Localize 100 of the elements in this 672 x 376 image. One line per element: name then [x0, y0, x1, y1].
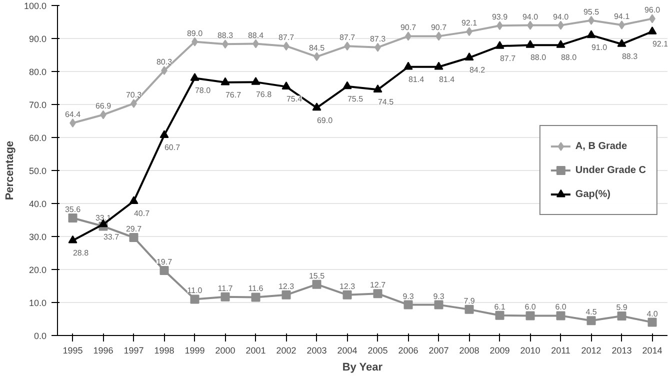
- point: [342, 81, 352, 90]
- x-tick-label: 2012: [581, 346, 602, 356]
- y-tick-label: 10.0: [28, 298, 47, 308]
- point: [434, 300, 444, 310]
- point: [586, 316, 596, 326]
- point: [129, 232, 138, 242]
- point: [129, 196, 138, 204]
- data-label: 88.3: [622, 52, 638, 62]
- data-label: 35.6: [64, 205, 82, 214]
- y-tick-label: 0.0: [34, 331, 47, 341]
- data-label: 11.7: [218, 284, 234, 293]
- data-label: 29.7: [126, 224, 142, 234]
- data-label: 6.0: [524, 302, 536, 312]
- point: [464, 52, 474, 60]
- data-label: 87.7: [500, 54, 516, 64]
- data-label: 4.0: [646, 309, 658, 318]
- data-label: 88.3: [217, 31, 234, 40]
- point: [434, 62, 444, 70]
- point: [556, 311, 566, 320]
- point: [373, 84, 382, 92]
- point: [220, 77, 230, 86]
- x-tick-label: 2005: [368, 346, 388, 356]
- data-label: 70.3: [126, 90, 142, 100]
- data-label: 94.0: [552, 12, 570, 22]
- data-label: 92.1: [461, 18, 478, 28]
- y-tick-label: 70.0: [28, 100, 47, 110]
- point: [373, 289, 382, 298]
- point: [251, 76, 260, 85]
- data-label: 84.5: [308, 44, 326, 53]
- data-label: 74.5: [378, 98, 394, 107]
- point: [160, 130, 169, 138]
- x-tick-label: 2007: [428, 346, 449, 356]
- legend-label: A, B Grade: [575, 140, 628, 152]
- x-tick-label: 2013: [612, 346, 632, 356]
- data-label: 12.3: [339, 282, 356, 291]
- data-label: 60.7: [164, 143, 181, 152]
- data-label: 88.0: [560, 53, 578, 62]
- data-label: 87.3: [370, 34, 386, 44]
- data-label: 9.3: [402, 292, 414, 301]
- data-label: 19.7: [156, 257, 173, 266]
- data-label: 40.7: [134, 209, 150, 218]
- y-tick-label: 50.0: [28, 166, 47, 176]
- legend-label: Gap(%): [575, 188, 610, 200]
- data-label: 94.0: [522, 12, 539, 22]
- data-label: 89.0: [186, 28, 204, 38]
- point: [648, 26, 657, 34]
- point: [68, 214, 78, 223]
- point: [282, 82, 291, 90]
- data-label: 66.9: [95, 102, 112, 111]
- x-tick-label: 2000: [215, 346, 236, 356]
- data-label: 9.3: [433, 292, 445, 301]
- x-tick-label: 2014: [642, 346, 662, 356]
- data-label: 80.3: [156, 58, 173, 67]
- point: [617, 312, 626, 321]
- data-label: 12.7: [370, 280, 386, 290]
- x-tick-label: 1998: [154, 346, 174, 356]
- x-tick-label: 2010: [520, 346, 540, 356]
- data-label: 28.8: [72, 248, 90, 258]
- point: [648, 318, 657, 327]
- data-label: 75.5: [347, 94, 364, 104]
- point: [220, 292, 230, 302]
- x-tick-label: 1999: [184, 346, 205, 356]
- data-label: 88.4: [248, 30, 264, 40]
- x-tick-label: 2003: [306, 346, 327, 356]
- point: [586, 30, 596, 38]
- point: [617, 38, 626, 47]
- data-label: 96.0: [644, 6, 661, 15]
- data-label: 75.4: [286, 94, 303, 104]
- point: [404, 300, 413, 310]
- data-label: 88.0: [530, 53, 547, 62]
- data-label: 33.7: [103, 232, 120, 242]
- data-label: 95.5: [583, 7, 600, 16]
- x-tick-label: 2008: [459, 346, 480, 356]
- data-label: 6.1: [494, 302, 506, 312]
- x-tick-label: 1997: [124, 346, 144, 356]
- y-tick-label: 100.0: [24, 1, 47, 11]
- point: [495, 310, 504, 320]
- data-label: 94.1: [614, 12, 630, 21]
- data-label: 84.2: [469, 66, 486, 75]
- data-label: 90.7: [400, 23, 417, 32]
- data-label: 64.4: [64, 110, 82, 119]
- legend-label: Under Grade C: [575, 164, 646, 176]
- y-tick-label: 80.0: [28, 67, 47, 77]
- point: [404, 62, 413, 70]
- data-label: 78.0: [194, 86, 212, 96]
- data-label: 92.1: [652, 40, 669, 49]
- data-label: 81.4: [408, 74, 425, 84]
- data-label: 11.6: [248, 284, 264, 294]
- data-label: 6.0: [555, 302, 567, 312]
- data-label: 69.0: [316, 116, 334, 125]
- point: [190, 294, 200, 304]
- data-label: 76.8: [256, 90, 272, 100]
- y-axis-title: Percentage: [4, 140, 16, 200]
- data-label: 90.7: [430, 23, 448, 32]
- x-tick-label: 2002: [276, 346, 296, 356]
- y-tick-label: 60.0: [28, 133, 47, 143]
- data-label: 4.5: [586, 308, 598, 317]
- y-tick-label: 20.0: [28, 265, 47, 275]
- point: [526, 40, 535, 48]
- point: [68, 235, 78, 244]
